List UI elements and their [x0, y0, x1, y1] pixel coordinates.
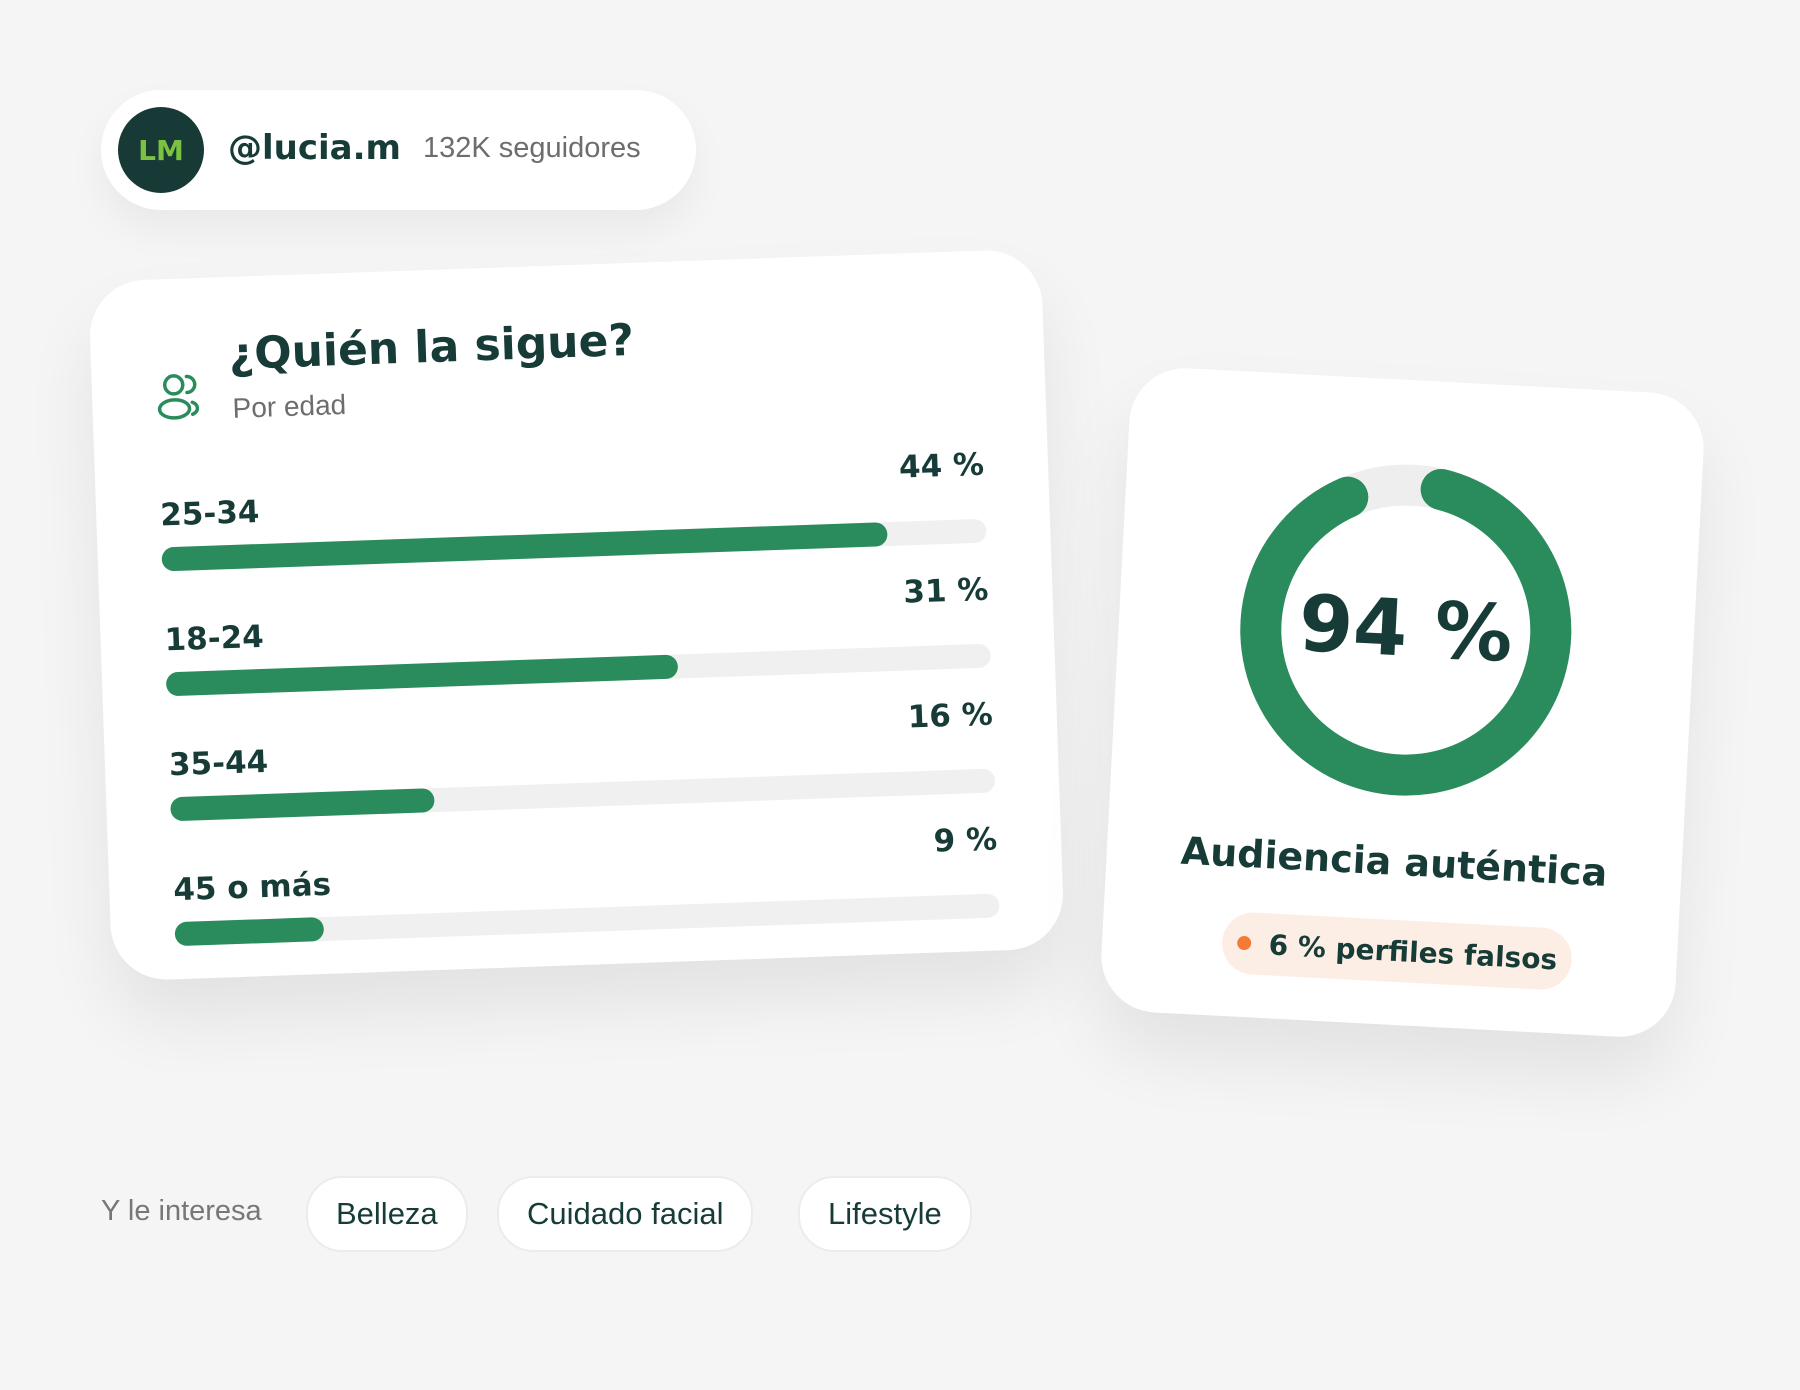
bar-track [170, 768, 996, 822]
handle: @lucia.m [228, 128, 401, 168]
profile-pill: LM @lucia.m 132K seguidores [101, 90, 696, 210]
bar [174, 917, 324, 947]
bar-row: 35-44 16 % [168, 697, 996, 848]
category-label: 45 o más [172, 866, 332, 909]
card-subtitle: Por edad [232, 388, 347, 424]
value-label: 9 % [933, 821, 998, 860]
followers: 132K seguidores [423, 132, 641, 164]
dot [1236, 935, 1252, 951]
bar-track [161, 518, 987, 572]
authenticity-card: 94 % Audiencia auténtica 6 % perfiles fa… [1098, 365, 1707, 1040]
tag[interactable]: Belleza [306, 1176, 468, 1252]
avatar: LM [118, 107, 204, 193]
people-icon [157, 374, 200, 420]
tag[interactable]: Cuidado facial [497, 1176, 754, 1252]
bar-row: 25-34 44 % [159, 447, 988, 598]
donut: 94 % [1240, 464, 1572, 796]
bar-row: 45 o más 9 % [172, 821, 1001, 972]
fake-note: 6 % perfiles falsos [1220, 910, 1574, 992]
value-label: 31 % [902, 571, 989, 611]
value-label: 44 % [898, 446, 985, 486]
category-label: 35-44 [168, 743, 269, 784]
bar [165, 654, 678, 697]
category-label: 25-34 [159, 494, 260, 534]
value-label: 16 % [907, 696, 994, 736]
tag[interactable]: Lifestyle [798, 1176, 972, 1252]
category-label: 18-24 [164, 618, 265, 659]
donut-arc [1240, 464, 1572, 796]
bar-row: 18-24 31 % [164, 572, 992, 723]
age-card: ¿Quién la sigue? Por edad 25-34 44 % 18-24… [88, 248, 1065, 982]
card-title: ¿Quién la sigue? [227, 314, 635, 380]
note-text: 6 % perfiles falsos [1267, 927, 1559, 976]
bar [161, 522, 888, 572]
donut-label: 94 % [1297, 579, 1515, 680]
bar-track [165, 643, 992, 697]
bar-list: 25-34 44 % 18-24 31 % 35-44 16 % 45 o más 9 % [88, 249, 1040, 947]
bar [170, 788, 435, 822]
interest-label: Y le interesa [101, 1195, 262, 1227]
